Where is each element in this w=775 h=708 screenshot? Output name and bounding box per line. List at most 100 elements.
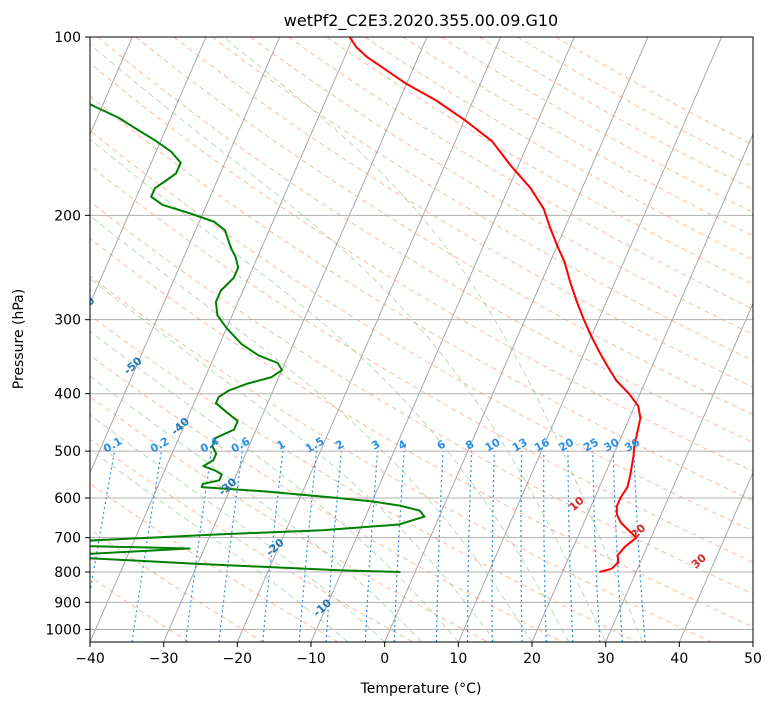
mixing-ratio-label: 13 [510,436,530,455]
dry-adiabat-label: 30 [689,551,709,571]
moist-adiabat-line [90,215,533,642]
y-tick-label: 800 [54,565,81,581]
x-tick-label: −20 [223,651,253,667]
mixing-ratio-line [592,451,601,642]
isotherm-label: -50 [121,354,145,377]
dry-adiabat-line [90,396,488,642]
y-tick-label: 100 [54,30,81,46]
isotherm-line [90,37,207,305]
dry-adiabat-line [288,37,753,310]
isotherm-line [752,640,753,642]
mixing-ratio-line [567,451,574,642]
moist-adiabat-line [90,43,607,642]
dry-adiabat-line [90,314,638,642]
x-tick-label: 40 [670,651,688,667]
isotherm-label: -20 [263,536,287,559]
isotherm-line [0,37,59,642]
dry-adiabat-label: 40 [750,579,770,599]
x-tick-label: 50 [744,651,762,667]
dry-adiabat-line [211,37,753,362]
y-tick-label: 1000 [45,622,81,638]
mixing-ratio-label: 1 [275,438,288,453]
temperature-profile-line [348,37,642,573]
dewpoint-profile-line [90,103,426,573]
y-tick-label: 900 [54,595,81,611]
isotherm-label: -40 [169,415,193,438]
dry-adiabat-line [90,354,563,642]
dry-adiabat-line [326,37,753,285]
y-tick-label: 300 [54,313,81,329]
dry-adiabat-line [135,37,753,416]
mixing-ratio-label: 16 [532,435,552,454]
chart-series [90,37,642,573]
mixing-ratio-label: 36 [622,435,642,454]
y-tick-label: 500 [54,444,81,460]
isotherm-line [384,37,649,642]
mixing-ratio-label: 30 [602,435,622,454]
x-tick-label: 10 [449,651,467,667]
mixing-ratio-line [185,451,213,642]
isotherm-line [678,471,753,642]
dry-adiabat-label: 20 [628,521,648,541]
isotherm-line [236,37,502,642]
dry-adiabat-line [250,37,753,336]
y-tick-label: 400 [54,387,81,403]
dry-adiabat-line [90,575,190,642]
mixing-ratio-label: 2 [333,438,346,453]
moist-adiabat-line [90,414,386,642]
isotherm-line [531,132,753,642]
mixing-ratio-label: 4 [396,437,409,452]
chart-title: wetPf2_C2E3.2020.355.00.09.G10 [284,11,558,31]
isotherm-label: -70 [27,233,51,256]
mixing-ratio-label: 6 [435,437,448,452]
y-axis-label: Pressure (hPa) [11,289,27,389]
dry-adiabat-line [90,95,753,502]
x-tick-label: −10 [296,651,326,667]
chart-axes: −40 −30 −20 −10 0 10 20 30 40 50 100 200 300 400 500 60… [45,30,762,667]
x-axis-label: Temperature (°C) [360,681,482,697]
isotherm-label: -80 [0,173,3,196]
mixing-ratio-label: 8 [463,438,476,453]
dry-adiabat-line [90,482,339,642]
chart-inline-labels: 0.10.20.40.611.52346810131620253036-100-… [0,173,770,676]
y-tick-label: 200 [54,208,81,224]
y-tick-label: 600 [54,491,81,507]
moist-adiabat-line [90,138,570,642]
x-tick-label: −40 [75,651,105,667]
x-tick-label: −30 [149,651,179,667]
isotherm-label: 0 [362,661,377,676]
isotherm-line [605,302,753,642]
moist-adiabat-line [90,278,496,642]
isotherm-line [310,37,575,642]
dry-adiabat-line [517,37,753,168]
dry-adiabat-label: 10 [567,494,587,514]
dry-adiabat-line [90,275,712,642]
x-tick-label: 20 [523,651,541,667]
dry-adiabat-line [97,37,753,444]
chart-background-lines [0,37,753,642]
isotherm-line [163,37,428,642]
dry-adiabat-line [90,129,753,532]
moist-adiabat-line [90,330,459,642]
dry-adiabat-line [90,237,753,628]
dry-adiabat-line [90,62,753,472]
mixing-ratio-label: 20 [556,435,576,454]
mixing-ratio-line [491,451,495,642]
mixing-ratio-label: 25 [581,436,601,455]
isotherm-line [457,37,723,642]
plot-frame [89,36,754,643]
moist-adiabat-line [222,37,643,642]
mixing-ratio-label: 3 [369,438,382,453]
x-tick-label: 30 [597,651,615,667]
mixing-ratio-label: 1.5 [303,435,326,456]
isotherm-line [90,37,354,642]
moist-adiabat-line [90,375,422,642]
mixing-ratio-line [435,451,444,642]
isotherm-label: -10 [311,596,335,619]
mixing-ratio-line [633,451,646,642]
dry-adiabat-line [90,200,753,595]
dry-adiabat-line [479,37,753,190]
y-tick-label: 700 [54,531,81,547]
x-tick-label: 0 [380,651,389,667]
